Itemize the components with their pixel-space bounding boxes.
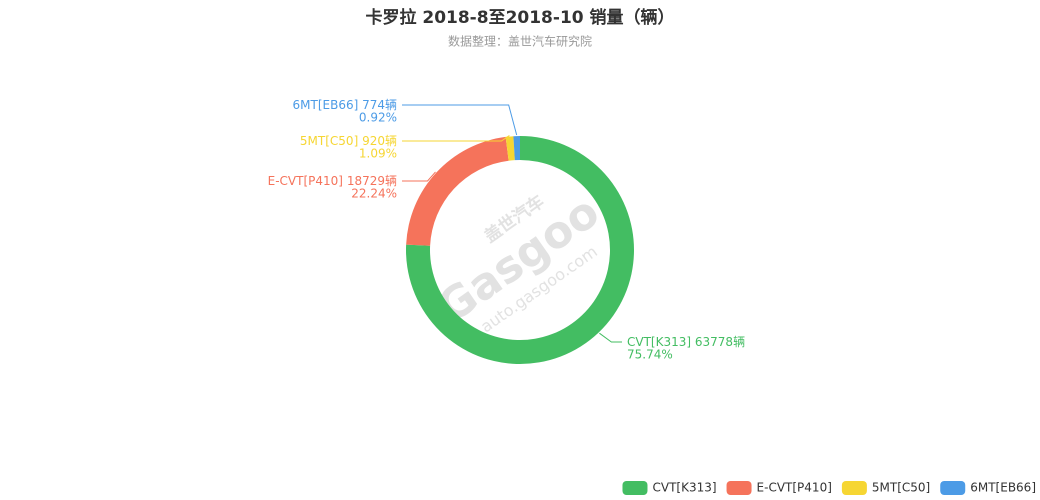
legend-label: CVT[K313] xyxy=(652,481,716,495)
slice-category: CVT[K313] xyxy=(627,335,691,349)
slice-percent: 75.74% xyxy=(627,348,673,362)
slice-count: 18729辆 xyxy=(347,174,397,188)
legend-label: 6MT[EB66] xyxy=(970,481,1036,495)
slice-category: E-CVT[P410] xyxy=(268,174,343,188)
slice-count: 63778辆 xyxy=(695,335,745,349)
chart-title: 卡罗拉 2018-8至2018-10 销量（辆） xyxy=(365,7,674,28)
slice-count: 774辆 xyxy=(362,98,397,112)
label-line xyxy=(402,171,436,182)
slice-category: 6MT[EB66] xyxy=(293,98,359,112)
label-line xyxy=(599,332,622,343)
label-line xyxy=(402,104,518,136)
label-line xyxy=(402,135,510,142)
legend-item: E-CVT[P410] xyxy=(726,481,832,495)
chart-subtitle: 数据整理：盖世汽车研究院 xyxy=(448,34,592,49)
slice-label: E-CVT[P410] 18729辆 xyxy=(268,174,397,188)
donut-slice xyxy=(513,136,520,161)
legend-label: 5MT[C50] xyxy=(872,481,930,495)
slice-percent: 1.09% xyxy=(359,147,397,161)
legend-swatch xyxy=(726,481,752,495)
slice-category: 5MT[C50] xyxy=(300,134,358,148)
legend-swatch xyxy=(841,481,867,495)
slice-label: CVT[K313] 63778辆 xyxy=(627,335,745,349)
legend-item: 5MT[C50] xyxy=(841,481,930,495)
slice-percent: 22.24% xyxy=(351,187,397,201)
donut-slice xyxy=(406,136,509,246)
legend-item: CVT[K313] xyxy=(622,481,717,495)
slice-label: 5MT[C50] 920辆 xyxy=(300,134,397,148)
legend-swatch xyxy=(622,481,648,495)
legend-item: 6MT[EB66] xyxy=(940,481,1036,495)
slice-label: 6MT[EB66] 774辆 xyxy=(293,98,398,112)
legend-swatch xyxy=(940,481,966,495)
donut-slice xyxy=(505,136,515,161)
slice-count: 920辆 xyxy=(362,134,397,148)
slice-percent: 0.92% xyxy=(359,111,397,125)
legend-label: E-CVT[P410] xyxy=(757,481,832,495)
